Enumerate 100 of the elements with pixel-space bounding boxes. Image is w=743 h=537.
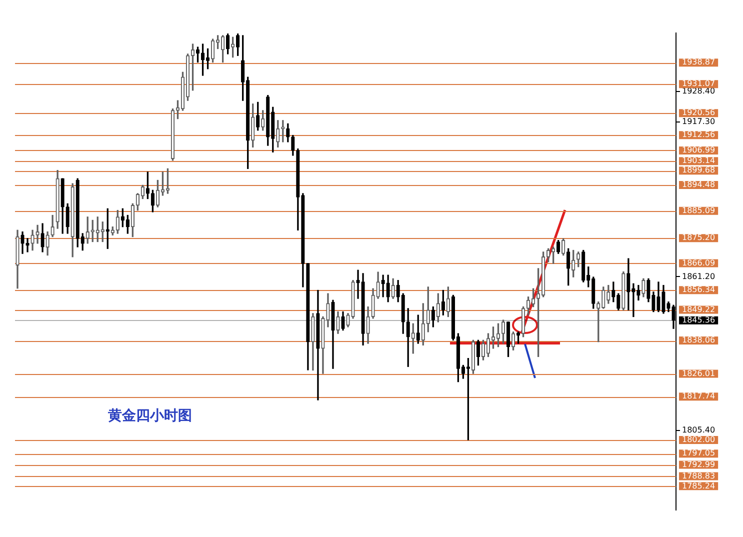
candlestick [371, 288, 375, 319]
candlestick [556, 240, 560, 254]
candlestick [236, 33, 240, 56]
ref-line-label: 1797.05 [682, 448, 716, 458]
candlestick [326, 293, 330, 328]
candlestick [376, 272, 380, 299]
candlestick [562, 238, 566, 256]
ref-line-label: 1826.01 [682, 368, 716, 378]
candlestick [70, 183, 74, 258]
candlestick [446, 286, 450, 318]
candlestick [451, 294, 455, 340]
candlestick [336, 311, 340, 334]
candlestick [656, 282, 660, 312]
candlestick [632, 283, 636, 318]
candlestick [622, 271, 626, 310]
candlestick [170, 108, 175, 161]
candlestick [636, 284, 640, 301]
candlestick [266, 94, 270, 146]
ref-line-label: 1788.83 [682, 471, 716, 480]
candlestick [296, 148, 300, 230]
candlestick [231, 36, 235, 58]
candlestick [662, 284, 666, 314]
y-tick-label: 1917.30 [682, 117, 716, 126]
ref-line-label: 1906.99 [682, 146, 716, 155]
ref-line-label: 1817.74 [682, 392, 716, 401]
candlestick [582, 250, 586, 282]
candlestick [50, 214, 54, 238]
ref-line-label: 1875.20 [682, 233, 716, 242]
candlestick [46, 231, 50, 256]
ref-line-label: 1899.68 [682, 166, 716, 175]
candlestick [36, 224, 40, 244]
candlestick [246, 76, 250, 169]
candlestick [401, 293, 405, 334]
candlestick [386, 274, 390, 302]
candlestick [306, 263, 310, 370]
candlestick [602, 286, 606, 309]
candlestick [76, 178, 80, 248]
candlestick [396, 280, 400, 302]
ref-line-label: 1903.14 [682, 156, 716, 166]
y-tick-label: 1861.20 [682, 272, 716, 281]
candlestick [606, 284, 610, 304]
candlestick [56, 170, 60, 229]
candlestick [30, 230, 34, 251]
candlestick [506, 322, 510, 358]
candlestick [226, 33, 230, 54]
candlestick [471, 340, 476, 374]
candlestick [566, 248, 570, 286]
candlestick [60, 178, 64, 234]
candlestick [26, 238, 30, 252]
candlestick [411, 323, 415, 354]
candlestick [652, 292, 656, 312]
candlestick [261, 110, 265, 131]
candlestick [666, 302, 670, 312]
candlestick [576, 252, 580, 268]
candlestick [90, 220, 94, 242]
ref-line-label: 1931.07 [682, 79, 716, 88]
ref-line-label: 1920.56 [682, 108, 716, 118]
ref-line-label: 1912.56 [682, 130, 716, 140]
ref-line-label: 1838.06 [682, 336, 716, 345]
candlestick [311, 313, 315, 371]
candlestick [516, 332, 520, 344]
candlestick [596, 302, 600, 342]
candlestick [16, 230, 20, 289]
ref-line-label: 1885.09 [682, 206, 716, 215]
candlestick [501, 320, 506, 344]
annotation: 黄金四小时图 [108, 407, 192, 425]
candlestick [351, 280, 355, 319]
candlestick [291, 134, 295, 156]
y-tick-label: 1805.40 [682, 426, 716, 435]
ref-line-label: 1792.99 [682, 460, 716, 469]
candlestick [271, 106, 275, 152]
ref-line-label: 1856.34 [682, 285, 716, 294]
candlestick [40, 223, 44, 252]
candlestick [146, 172, 150, 200]
ref-line-label: 1866.09 [682, 258, 716, 268]
candlestick [356, 270, 360, 299]
candlestick [476, 340, 480, 366]
candlestick [366, 306, 370, 344]
candlestick [286, 123, 290, 142]
candlestick [642, 278, 646, 298]
candlestick [66, 203, 70, 234]
ref-line-label: 1938.87 [682, 58, 716, 67]
candlestick [116, 210, 120, 234]
candlestick [391, 278, 395, 299]
candlestick [521, 306, 526, 338]
candlestick [592, 276, 596, 309]
ref-line-label: 1894.48 [682, 180, 716, 190]
ref-line-label: 1802.00 [682, 435, 716, 444]
ref-line-label: 1849.22 [682, 304, 716, 314]
candlestick [436, 293, 440, 322]
candlestick [321, 316, 325, 374]
candlestick [616, 293, 620, 310]
candlestick [361, 273, 365, 346]
candlestick [416, 314, 420, 344]
candlestick [381, 274, 385, 298]
candlestick [341, 311, 345, 331]
candlestick [511, 332, 516, 350]
ref-line-label: 1845.36 [682, 315, 716, 324]
candlestick [646, 278, 650, 302]
candlestick [406, 308, 410, 367]
